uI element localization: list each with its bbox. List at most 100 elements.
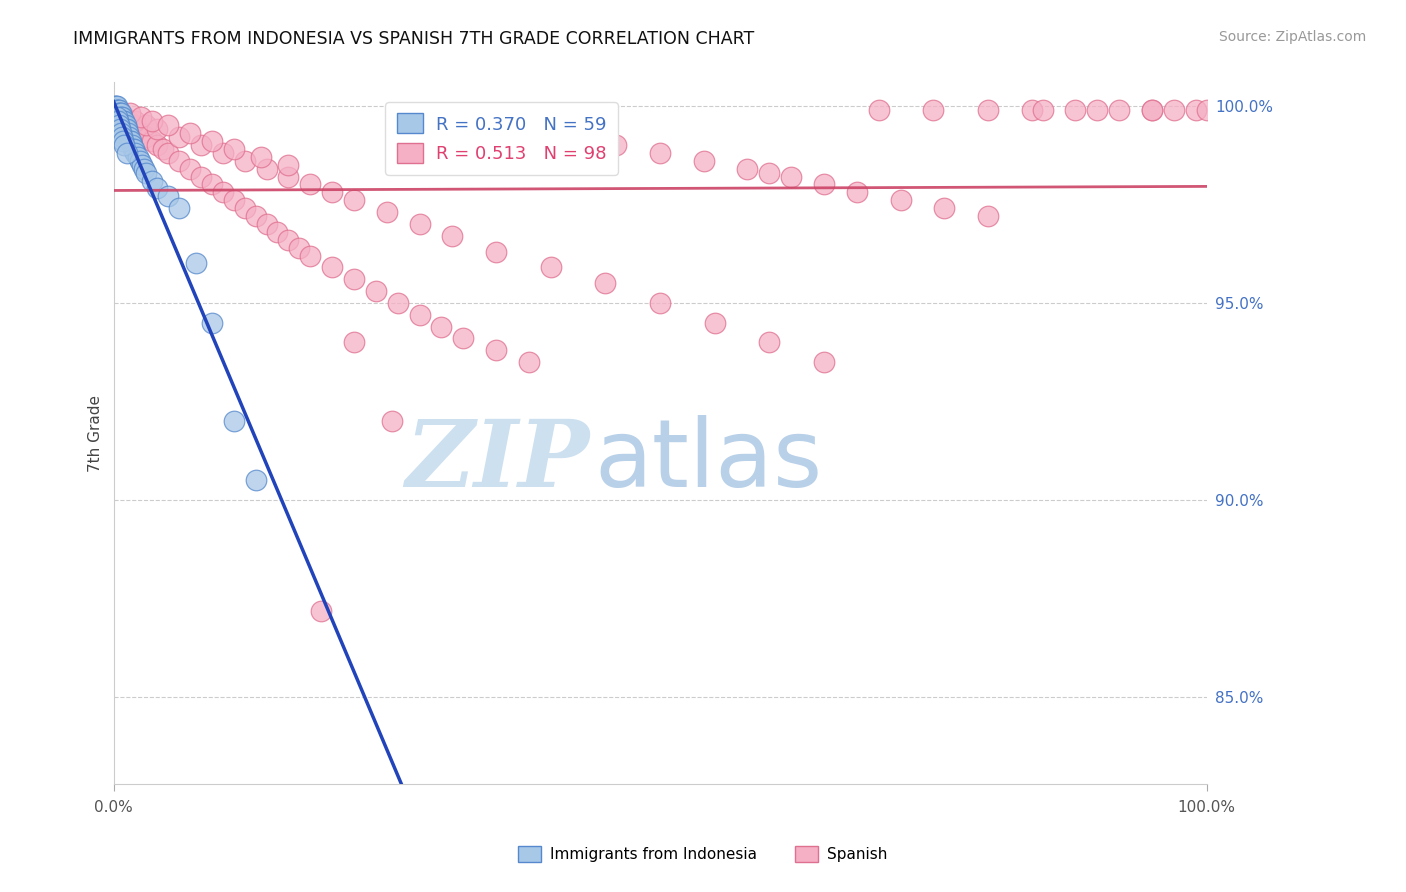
Point — [648, 145, 671, 160]
Point — [190, 138, 212, 153]
Point — [1195, 103, 1218, 117]
Point — [250, 150, 273, 164]
Point — [485, 244, 508, 259]
Point — [845, 186, 868, 200]
Point — [122, 142, 145, 156]
Point — [104, 103, 127, 117]
Point — [108, 106, 131, 120]
Point — [110, 111, 132, 125]
Point — [1064, 103, 1087, 117]
Point — [299, 178, 322, 192]
Point — [114, 111, 136, 125]
Text: atlas: atlas — [595, 415, 823, 508]
Point — [146, 122, 169, 136]
Point — [561, 130, 583, 145]
Point — [245, 474, 267, 488]
Point — [1140, 103, 1163, 117]
Point — [167, 130, 190, 145]
Point — [114, 138, 136, 153]
Point — [977, 103, 1000, 117]
Point — [321, 186, 343, 200]
Text: Source: ZipAtlas.com: Source: ZipAtlas.com — [1219, 30, 1367, 45]
Point — [517, 355, 540, 369]
Point — [343, 194, 366, 208]
Point — [343, 335, 366, 350]
Point — [111, 130, 134, 145]
Point — [115, 122, 138, 136]
Point — [441, 228, 464, 243]
Point — [105, 103, 128, 117]
Point — [1032, 103, 1054, 117]
Point — [364, 284, 387, 298]
Point — [120, 118, 142, 132]
Point — [179, 126, 201, 140]
Point — [141, 114, 163, 128]
Point — [108, 111, 131, 125]
Point — [277, 158, 299, 172]
Point — [211, 186, 233, 200]
Point — [146, 138, 169, 153]
Point — [135, 118, 157, 132]
Point — [112, 114, 135, 128]
Point — [934, 201, 956, 215]
Point — [758, 166, 780, 180]
Point — [184, 256, 207, 270]
Point — [124, 114, 146, 128]
Point — [118, 114, 141, 128]
Point — [112, 111, 135, 125]
Point — [117, 126, 139, 140]
Point — [648, 296, 671, 310]
Point — [107, 106, 129, 120]
Point — [127, 150, 149, 164]
Point — [114, 114, 136, 128]
Point — [134, 161, 156, 176]
Point — [108, 114, 131, 128]
Point — [485, 343, 508, 358]
Point — [141, 134, 163, 148]
Point — [146, 181, 169, 195]
Point — [277, 233, 299, 247]
Point — [107, 111, 129, 125]
Point — [104, 103, 127, 117]
Point — [1108, 103, 1130, 117]
Point — [977, 209, 1000, 223]
Point — [453, 331, 475, 345]
Point — [288, 241, 311, 255]
Point — [141, 173, 163, 187]
Point — [114, 111, 136, 125]
Point — [201, 178, 224, 192]
Point — [107, 103, 129, 117]
Point — [430, 319, 453, 334]
Point — [201, 134, 224, 148]
Point — [780, 169, 803, 184]
Point — [1163, 103, 1185, 117]
Point — [114, 122, 136, 136]
Point — [157, 189, 180, 203]
Point — [167, 201, 190, 215]
Point — [693, 153, 716, 168]
Point — [1184, 103, 1206, 117]
Point — [595, 276, 617, 290]
Point — [179, 161, 201, 176]
Point — [131, 158, 153, 172]
Legend: R = 0.370   N = 59, R = 0.513   N = 98: R = 0.370 N = 59, R = 0.513 N = 98 — [385, 102, 617, 175]
Point — [110, 106, 132, 120]
Point — [167, 153, 190, 168]
Point — [813, 178, 835, 192]
Point — [222, 194, 245, 208]
Point — [105, 106, 128, 120]
Point — [115, 114, 138, 128]
Point — [129, 126, 152, 140]
Point — [120, 134, 142, 148]
Point — [108, 122, 131, 136]
Point — [922, 103, 945, 117]
Point — [1085, 103, 1108, 117]
Point — [299, 248, 322, 262]
Point — [387, 296, 409, 310]
Point — [889, 194, 911, 208]
Point — [118, 130, 141, 145]
Point — [157, 145, 180, 160]
Point — [321, 260, 343, 275]
Point — [135, 166, 157, 180]
Point — [408, 308, 430, 322]
